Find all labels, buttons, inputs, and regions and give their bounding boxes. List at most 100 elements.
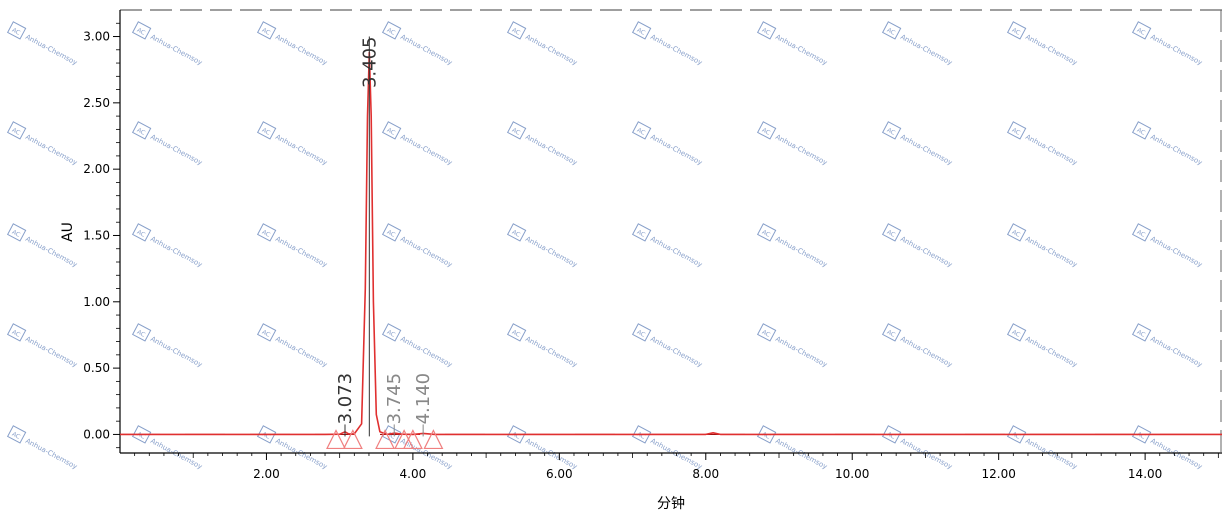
watermark-logo-box <box>756 223 777 242</box>
watermark-text: Anhua-Chemsoy <box>899 335 953 369</box>
watermark-text: Anhua-Chemsoy <box>524 33 578 67</box>
watermark-logo-box <box>756 21 777 40</box>
watermark-logo-box <box>1131 21 1152 40</box>
watermark-text: Anhua-Chemsoy <box>399 33 453 67</box>
watermark-logo: AC <box>261 229 272 239</box>
watermark-logo-box <box>256 121 277 140</box>
watermark-text: Anhua-Chemsoy <box>274 133 328 167</box>
watermark-logo-box <box>131 223 152 242</box>
watermark-text: Anhua-Chemsoy <box>24 33 78 67</box>
watermark-logo-box <box>1131 323 1152 342</box>
watermark-text: Anhua-Chemsoy <box>1024 33 1078 67</box>
peak-label: 3.745 <box>384 373 405 425</box>
x-tick-label: 6.00 <box>546 467 573 481</box>
watermark-text: Anhua-Chemsoy <box>274 437 328 471</box>
watermark-text: Anhua-Chemsoy <box>524 335 578 369</box>
watermark-logo-box <box>1006 121 1027 140</box>
watermark-text: Anhua-Chemsoy <box>1149 133 1203 167</box>
watermark-logo-box <box>881 121 902 140</box>
watermark-text: Anhua-Chemsoy <box>24 335 78 369</box>
watermark-logo: AC <box>1136 127 1147 137</box>
watermark-logo: AC <box>1011 431 1022 441</box>
watermark-logo: AC <box>511 431 522 441</box>
watermark-logo-box <box>1131 121 1152 140</box>
watermark-text: Anhua-Chemsoy <box>399 235 453 269</box>
integration-marker <box>423 429 444 450</box>
watermark-text: Anhua-Chemsoy <box>149 335 203 369</box>
integration-marker <box>326 429 346 450</box>
watermark-text: Anhua-Chemsoy <box>649 335 703 369</box>
watermark-logo: AC <box>1011 27 1022 37</box>
watermark-logo: AC <box>386 27 397 37</box>
watermark-logo-box <box>381 223 402 242</box>
watermark-text: Anhua-Chemsoy <box>899 33 953 67</box>
watermark-text: Anhua-Chemsoy <box>899 235 953 269</box>
watermark-logo-box <box>506 323 527 342</box>
integration-marker <box>402 429 423 450</box>
watermark-logo: AC <box>386 329 397 339</box>
watermark-logo-box <box>756 323 777 342</box>
watermark-logo-box <box>381 121 402 140</box>
watermark-logo-box <box>256 323 277 342</box>
watermark-text: Anhua-Chemsoy <box>1149 33 1203 67</box>
watermark-logo: AC <box>386 229 397 239</box>
watermark-logo-box <box>1131 425 1152 444</box>
watermark-logo-box <box>881 323 902 342</box>
watermark-logo: AC <box>1011 127 1022 137</box>
watermark-logo: AC <box>511 27 522 37</box>
watermark-text: Anhua-Chemsoy <box>899 133 953 167</box>
y-tick-label: 2.00 <box>83 162 110 176</box>
watermark-logo-box <box>131 121 152 140</box>
watermark-logo-box <box>631 21 652 40</box>
watermark-logo: AC <box>761 329 772 339</box>
watermark-logo-box <box>631 223 652 242</box>
watermark-logo-box <box>131 323 152 342</box>
watermark-text: Anhua-Chemsoy <box>1024 133 1078 167</box>
x-tick-label: 8.00 <box>692 467 719 481</box>
watermark-logo: AC <box>136 431 147 441</box>
watermark-logo: AC <box>511 127 522 137</box>
watermark-logo-box <box>256 223 277 242</box>
watermark-text: Anhua-Chemsoy <box>1149 437 1203 471</box>
watermark-logo-box <box>756 121 777 140</box>
watermark-logo: AC <box>136 27 147 37</box>
watermark-logo: AC <box>511 329 522 339</box>
watermark-logo-box <box>6 21 27 40</box>
watermark-logo: AC <box>761 127 772 137</box>
watermark-text: Anhua-Chemsoy <box>524 133 578 167</box>
watermark-logo-box <box>381 21 402 40</box>
watermark-text: Anhua-Chemsoy <box>24 437 78 471</box>
watermark-logo-box <box>1006 21 1027 40</box>
integration-marker-layer <box>326 429 444 450</box>
watermark-logo-box <box>6 121 27 140</box>
watermark-text: Anhua-Chemsoy <box>399 335 453 369</box>
y-axis-label: AU <box>60 222 76 242</box>
watermark-logo: AC <box>636 27 647 37</box>
watermark-logo-box <box>6 323 27 342</box>
watermark-logo: AC <box>636 127 647 137</box>
watermark-text: Anhua-Chemsoy <box>1149 335 1203 369</box>
watermark-text: Anhua-Chemsoy <box>24 133 78 167</box>
watermark-logo-box <box>131 21 152 40</box>
watermark-logo-box <box>1006 323 1027 342</box>
watermark-logo: AC <box>636 431 647 441</box>
watermark-text: Anhua-Chemsoy <box>399 133 453 167</box>
watermark-text: Anhua-Chemsoy <box>149 235 203 269</box>
